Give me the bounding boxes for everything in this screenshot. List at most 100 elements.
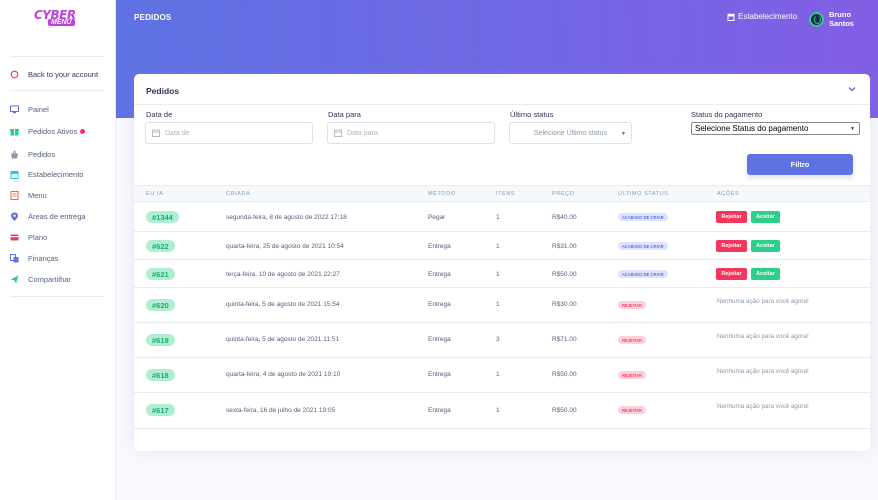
price-cell: R$31.00: [552, 243, 577, 250]
date-from-label: Data de: [146, 110, 173, 119]
items-cell: 1: [496, 301, 500, 308]
sidebar-item-back[interactable]: Back to your account: [10, 67, 110, 81]
sidebar-item-pedidos-ativos[interactable]: Pedidos Ativos: [10, 124, 110, 138]
status-badge: REJEITAR: [618, 371, 646, 379]
caret-down-icon: ▼: [850, 126, 855, 132]
col-id: EU IA: [146, 191, 164, 197]
sidebar-item-label: Áreas de entrega: [28, 211, 86, 221]
created-cell: quinta-feira, 5 de agosto de 2021 15:54: [226, 301, 340, 308]
sidebar-item-label: Pedidos: [28, 149, 56, 159]
send-icon: [10, 275, 19, 284]
items-cell: 1: [496, 271, 500, 278]
last-status-value: Selecione Último status: [533, 129, 608, 137]
date-to-placeholder: Data para: [347, 129, 378, 137]
date-from-input[interactable]: Data de: [145, 122, 313, 144]
accept-button[interactable]: Aceitar: [751, 240, 780, 252]
pin-icon: [10, 212, 19, 221]
logo-line1: CYBER: [34, 8, 76, 22]
method-cell: Entrega: [428, 301, 451, 308]
sidebar-item-financas[interactable]: Finanças: [10, 251, 110, 265]
table-row[interactable]: #621 terça-feira, 10 de agosto de 2021 2…: [134, 260, 870, 288]
calendar-icon: [152, 129, 160, 137]
col-method: MÉTODO: [428, 191, 456, 197]
table-row[interactable]: #622 quarta-feira, 25 de agosto de 2021 …: [134, 232, 870, 260]
method-cell: Entrega: [428, 336, 451, 343]
payment-status-select[interactable]: Selecione Status do pagamento ▼: [691, 122, 860, 135]
order-id-badge[interactable]: #621: [146, 268, 175, 280]
table-row[interactable]: #619 quinta-feira, 5 de agosto de 2021 1…: [134, 323, 870, 358]
caret-down-icon: ▼: [621, 131, 626, 137]
circle-icon: [10, 70, 19, 79]
order-id-badge[interactable]: #618: [146, 369, 175, 381]
establishment-link[interactable]: Estabelecimento: [727, 12, 797, 21]
chevron-down-icon[interactable]: [848, 85, 856, 94]
status-badge: ACABADO DE CRIAR: [618, 213, 668, 221]
user-menu[interactable]: Bruno Santos: [809, 10, 878, 28]
sidebar: CYBER MENU Back to your account Painel P…: [0, 0, 116, 500]
accept-button[interactable]: Aceitar: [751, 268, 780, 280]
price-cell: R$30.00: [552, 301, 577, 308]
table-row[interactable]: #1344 segunda-feira, 8 de agosto de 2022…: [134, 203, 870, 232]
order-id-badge[interactable]: #617: [146, 404, 175, 416]
reject-button[interactable]: Rejeitar: [716, 211, 747, 223]
col-price: PREÇO: [552, 191, 575, 197]
shop-icon: [727, 13, 735, 21]
sidebar-item-compartilhar[interactable]: Compartilhar: [10, 272, 110, 286]
reject-button[interactable]: Rejeitar: [716, 268, 747, 280]
order-id-badge[interactable]: #620: [146, 299, 175, 311]
divider: [134, 104, 870, 105]
last-status-select[interactable]: Selecione Último status ▼: [509, 122, 632, 144]
sidebar-item-plano[interactable]: Plano: [10, 230, 110, 244]
created-cell: segunda-feira, 8 de agosto de 2022 17:18: [226, 214, 347, 221]
sidebar-item-label: Compartilhar: [28, 274, 71, 284]
no-action-text: Nenhuma ação para você agora!: [717, 333, 809, 340]
items-cell: 1: [496, 243, 500, 250]
brand-logo[interactable]: CYBER MENU: [34, 8, 84, 30]
filter-button[interactable]: Filtro: [747, 154, 853, 175]
logo-line2: MENU: [48, 19, 75, 26]
sidebar-item-areas-de-entrega[interactable]: Áreas de entrega: [10, 209, 110, 223]
monitor-icon: [10, 105, 19, 114]
col-status: ÚLTIMO STATUS: [618, 191, 669, 197]
method-cell: Entrega: [428, 407, 451, 414]
created-cell: quarta-feira, 25 de agosto de 2021 10:54: [226, 243, 344, 250]
sidebar-divider: [10, 90, 104, 91]
sidebar-item-pedidos[interactable]: Pedidos: [10, 147, 110, 161]
table-row[interactable]: #620 quinta-feira, 5 de agosto de 2021 1…: [134, 288, 870, 323]
order-id-badge[interactable]: #1344: [146, 211, 179, 223]
page-title: PEDIDOS: [134, 13, 172, 22]
sidebar-item-menu[interactable]: Menu: [10, 188, 110, 202]
date-to-input[interactable]: Data para: [327, 122, 495, 144]
created-cell: sexta-feira, 16 de julho de 2021 19:05: [226, 407, 336, 414]
card-icon: [10, 233, 19, 242]
sidebar-item-label: Estabelecimento: [28, 169, 84, 179]
status-badge: REJEITAR: [618, 406, 646, 414]
items-cell: 3: [496, 336, 500, 343]
order-id-badge[interactable]: #619: [146, 334, 175, 346]
accept-button[interactable]: Aceitar: [751, 211, 780, 223]
payment-status-label: Status do pagamento: [691, 110, 763, 119]
sidebar-item-label: Menu: [28, 190, 47, 200]
book-icon: [10, 190, 19, 200]
orders-card: Pedidos Data de Data de Data para Data p…: [134, 74, 870, 451]
method-cell: Pegar: [428, 214, 446, 221]
sidebar-item-painel[interactable]: Painel: [10, 102, 110, 116]
date-to-label: Data para: [328, 110, 361, 119]
table-row[interactable]: #618 quarta-feira, 4 de agosto de 2021 1…: [134, 358, 870, 393]
last-status-label: Último status: [510, 110, 554, 119]
col-created: CRIADA: [226, 191, 251, 197]
reject-button[interactable]: Rejeitar: [716, 240, 747, 252]
sidebar-item-label: Plano: [28, 232, 48, 242]
shop-icon: [10, 170, 19, 179]
gift-icon: [10, 127, 19, 136]
sidebar-item-label: Pedidos Ativos: [28, 126, 78, 136]
sidebar-item-label: Back to your account: [28, 69, 99, 79]
price-cell: R$50.00: [552, 371, 577, 378]
price-cell: R$50.00: [552, 271, 577, 278]
status-badge: REJEITAR: [618, 301, 646, 309]
calendar-icon: [334, 129, 342, 137]
table-row[interactable]: #617 sexta-feira, 16 de julho de 2021 19…: [134, 393, 870, 429]
order-id-badge[interactable]: #622: [146, 240, 175, 252]
sidebar-divider: [10, 56, 104, 57]
sidebar-item-estabelecimento[interactable]: Estabelecimento: [10, 167, 110, 181]
